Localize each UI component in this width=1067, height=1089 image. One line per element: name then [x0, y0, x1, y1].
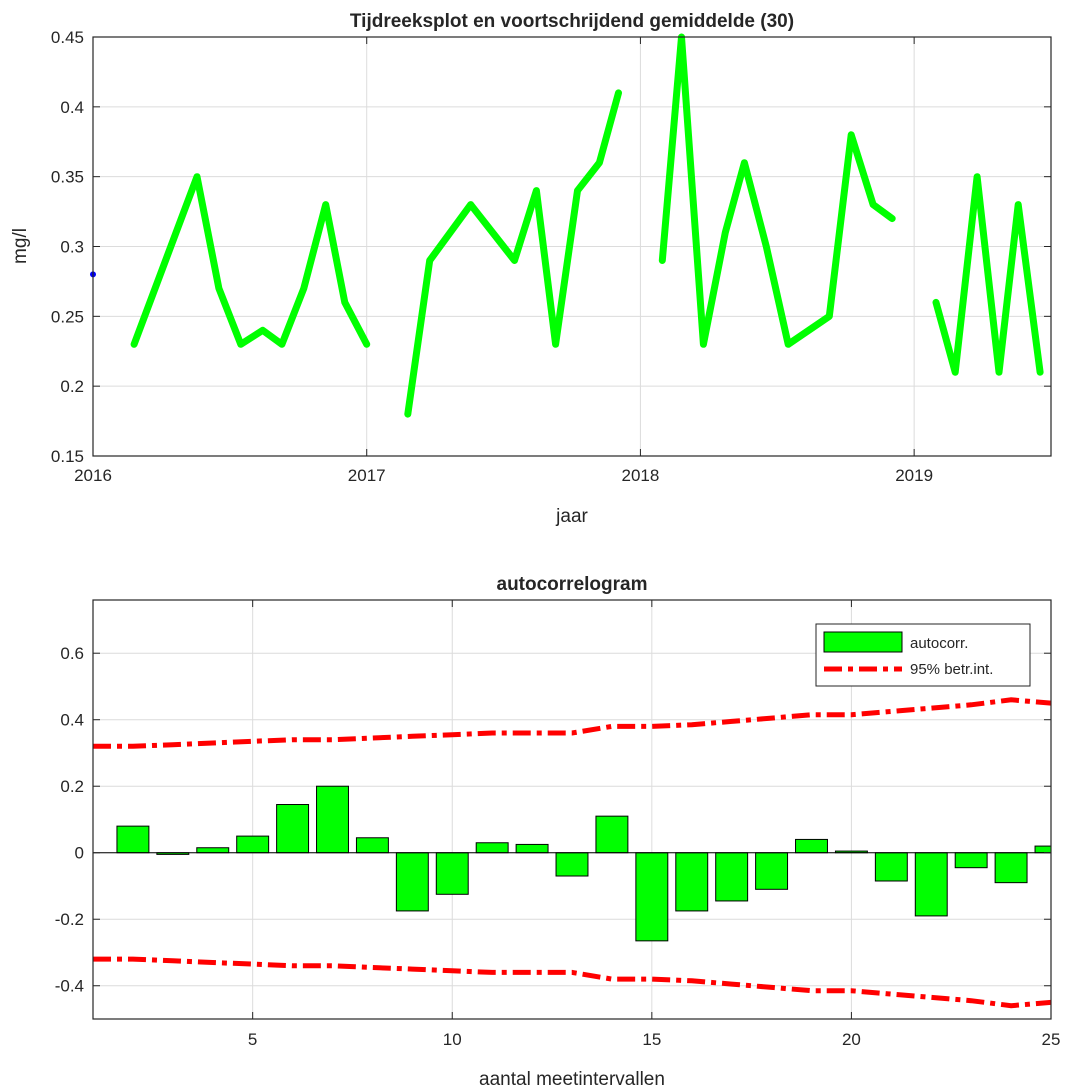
autocorr-bar [475, 842, 509, 854]
timeseries-xtick-label: 2018 [622, 466, 660, 485]
timeseries-ytick-label: 0.4 [60, 98, 84, 117]
autocorrelogram-bars [93, 697, 1051, 1009]
autocorrelogram-xtick-label: 10 [443, 1030, 462, 1049]
timeseries-ytick-label: 0.2 [60, 377, 84, 396]
autocorr-bar [675, 852, 709, 912]
legend: autocorr. 95% betr.int. [815, 623, 1031, 687]
timeseries-line-segment [932, 173, 1044, 376]
timeseries-xlabel: jaar [555, 506, 588, 527]
autocorrelogram-plot-frame [92, 599, 1052, 1020]
timeseries-ytick-label: 0.15 [51, 447, 84, 466]
timeseries-ytick-label: 0.45 [51, 28, 84, 47]
timeseries-xtick-label: 2017 [348, 466, 386, 485]
timeseries-ytick-label: 0.35 [51, 168, 84, 187]
timeseries-plot: 2016 2017 2018 2019 0.15 0.2 0.25 0.3 0.35 0.4 0.4… [10, 11, 1052, 527]
autocorr-bar [395, 852, 429, 912]
timeseries-line-segment [404, 89, 622, 418]
autocorr-bar [595, 815, 629, 854]
autocorrelogram-xtick-label: 5 [248, 1030, 257, 1049]
autocorr-bar [236, 835, 270, 854]
autocorrelogram-ytick-label: 0 [75, 844, 84, 863]
autocorrelogram-ytick-label: 0.4 [60, 711, 84, 730]
legend-swatch-autocorr [823, 631, 903, 653]
autocorr-bar [715, 852, 749, 902]
autocorrelogram-plot: 5 10 15 20 25 -0.4 -0.2 0 0.2 0.4 0.6 autocorrelog… [55, 574, 1061, 1089]
autocorr-bar [755, 852, 789, 890]
autocorrelogram-ticks: 5 10 15 20 25 -0.4 -0.2 0 0.2 0.4 0.6 [55, 600, 1061, 1049]
autocorr-bar [515, 843, 549, 854]
timeseries-title: Tijdreeksplot en voortschrijdend gemidde… [350, 11, 794, 32]
autocorrelogram-xlabel: aantal meetintervallen [479, 1069, 665, 1089]
timeseries-ylabel: mg/l [10, 228, 31, 264]
autocorrelogram-ytick-label: 0.6 [60, 644, 84, 663]
timeseries-line-segment [130, 173, 371, 348]
timeseries-ytick-label: 0.3 [60, 238, 84, 257]
autocorr-bar [874, 852, 908, 882]
autocorr-bar [116, 825, 150, 854]
confidence-interval-upper-line [93, 697, 1051, 749]
timeseries-xtick-label: 2019 [895, 466, 933, 485]
autocorrelogram-xtick-label: 25 [1042, 1030, 1061, 1049]
autocorr-bar [355, 837, 389, 854]
autocorrelogram-title: autocorrelogram [497, 574, 648, 595]
autocorr-bar [994, 852, 1028, 884]
autocorr-bar [914, 852, 948, 917]
autocorr-bar [316, 785, 349, 854]
timeseries-ticks: 2016 2017 2018 2019 0.15 0.2 0.25 0.3 0.35 0.4 0.4… [51, 28, 1051, 485]
autocorrelogram-xtick-label: 15 [642, 1030, 661, 1049]
autocorr-bar [276, 804, 310, 854]
autocorr-bar [435, 852, 469, 895]
autocorrelogram-ytick-label: -0.4 [55, 977, 84, 996]
autocorr-bar [795, 838, 828, 854]
legend-label-interval: 95% betr.int. [910, 661, 993, 678]
timeseries-xtick-label: 2016 [74, 466, 112, 485]
legend-label-autocorr: autocorr. [910, 635, 968, 652]
autocorrelogram-data [93, 697, 1051, 1009]
autocorrelogram-ytick-label: -0.2 [55, 910, 84, 929]
confidence-interval-lower-line [93, 956, 1051, 1009]
autocorrelogram-ytick-label: 0.2 [60, 777, 84, 796]
autocorr-bar [196, 847, 230, 854]
timeseries-data [90, 33, 1044, 418]
autocorrelogram-xtick-label: 20 [842, 1030, 861, 1049]
autocorr-bar [555, 852, 589, 877]
timeseries-line-segment [658, 33, 896, 348]
autocorr-bar [954, 852, 988, 869]
timeseries-ytick-label: 0.25 [51, 307, 84, 326]
autocorr-bar [635, 852, 669, 942]
